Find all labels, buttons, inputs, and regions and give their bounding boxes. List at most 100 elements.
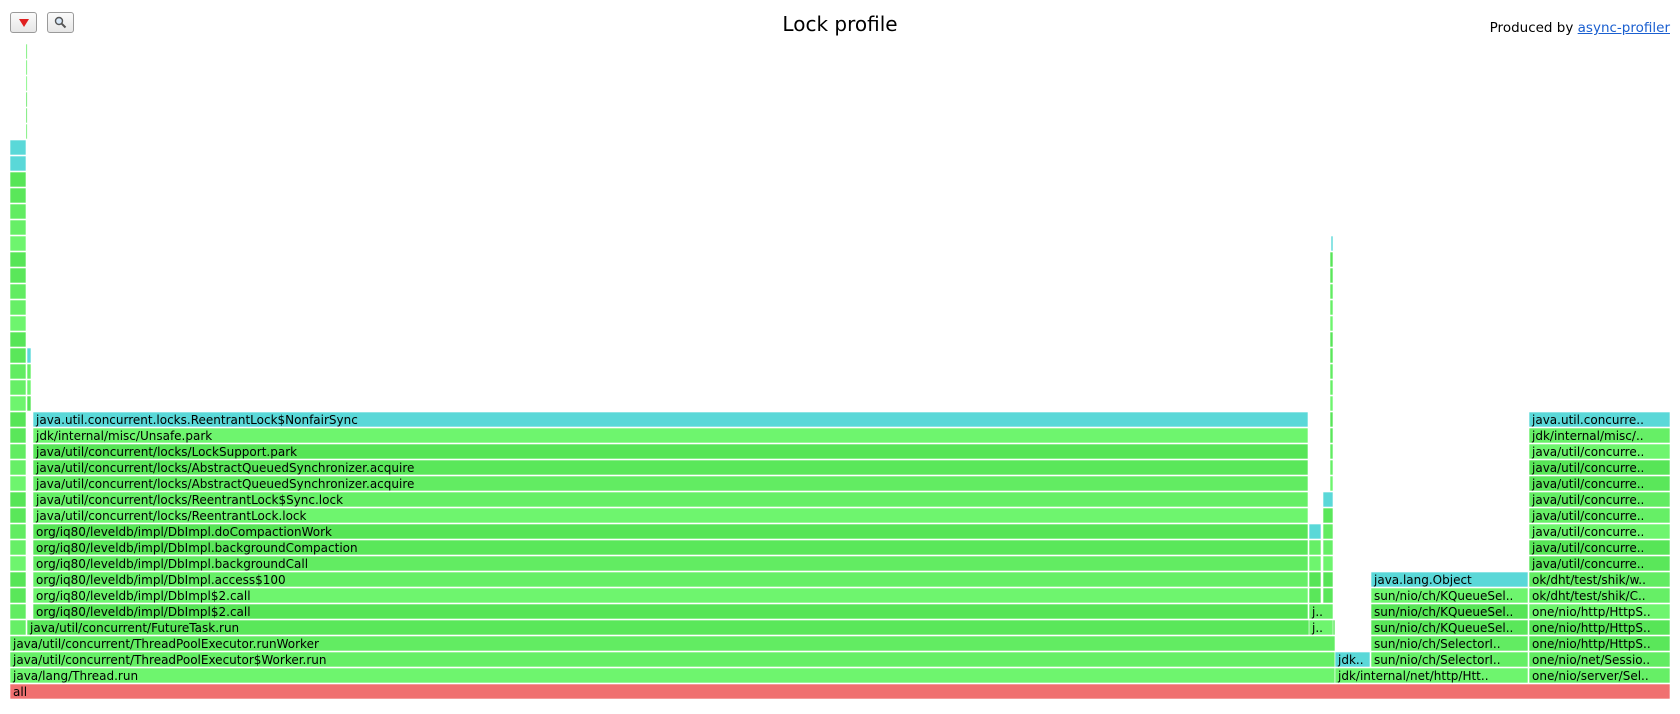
flame-frame-narrow[interactable] bbox=[1308, 555, 1322, 572]
flame-frame-narrow[interactable] bbox=[26, 347, 32, 364]
flame-frame-narrow[interactable] bbox=[25, 59, 28, 76]
flame-frame-narrow[interactable] bbox=[1322, 523, 1334, 540]
flame-frame[interactable]: j.. bbox=[1308, 619, 1334, 636]
flame-frame-narrow[interactable] bbox=[9, 587, 27, 604]
flame-frame-narrow[interactable] bbox=[9, 331, 27, 348]
flame-frame[interactable]: sun/nio/ch/SelectorI.. bbox=[1370, 635, 1529, 652]
flame-frame[interactable]: all bbox=[9, 683, 1671, 700]
search-button[interactable] bbox=[47, 12, 74, 33]
flame-frame-narrow[interactable] bbox=[1329, 347, 1334, 364]
flame-frame-narrow[interactable] bbox=[1322, 491, 1334, 508]
flame-frame[interactable]: sun/nio/ch/KQueueSel.. bbox=[1370, 619, 1529, 636]
flame-frame-narrow[interactable] bbox=[9, 443, 27, 460]
flame-frame-narrow[interactable] bbox=[25, 107, 28, 124]
flame-frame[interactable]: java/util/concurrent/locks/AbstractQueue… bbox=[32, 459, 1309, 476]
async-profiler-link[interactable]: async-profiler bbox=[1577, 20, 1670, 36]
flame-frame[interactable]: org/iq80/leveldb/impl/DbImpl.doCompactio… bbox=[32, 523, 1309, 540]
flame-frame[interactable]: org/iq80/leveldb/impl/DbImpl$2.call bbox=[32, 603, 1309, 620]
flame-frame[interactable]: one/nio/net/Sessio.. bbox=[1528, 651, 1671, 668]
flame-frame[interactable]: one/nio/http/HttpS.. bbox=[1528, 635, 1671, 652]
flame-frame[interactable]: java.lang.Object bbox=[1370, 571, 1529, 588]
flame-frame-narrow[interactable] bbox=[1329, 331, 1334, 348]
flame-frame[interactable]: org/iq80/leveldb/impl/DbImpl.backgroundC… bbox=[32, 539, 1309, 556]
flame-frame[interactable]: java/util/concurrent/ThreadPoolExecutor$… bbox=[9, 651, 1336, 668]
flame-frame[interactable]: java/util/concurre.. bbox=[1528, 475, 1671, 492]
flame-frame-narrow[interactable] bbox=[1329, 251, 1334, 268]
flame-frame-narrow[interactable] bbox=[1329, 363, 1334, 380]
flame-frame-narrow[interactable] bbox=[1329, 267, 1334, 284]
flame-frame[interactable]: jdk/internal/misc/.. bbox=[1528, 427, 1671, 444]
flame-frame[interactable]: java/util/concurre.. bbox=[1528, 443, 1671, 460]
flame-frame-narrow[interactable] bbox=[1329, 475, 1334, 492]
flame-frame-narrow[interactable] bbox=[1308, 571, 1322, 588]
flame-frame[interactable]: java/util/concurrent/locks/AbstractQueue… bbox=[32, 475, 1309, 492]
flame-frame-narrow[interactable] bbox=[9, 411, 27, 428]
flame-frame-narrow[interactable] bbox=[1329, 427, 1334, 444]
flame-frame[interactable]: java/util/concurrent/locks/ReentrantLock… bbox=[32, 507, 1309, 524]
flame-frame[interactable]: sun/nio/ch/KQueueSel.. bbox=[1370, 603, 1529, 620]
flame-frame[interactable]: java.util.concurre.. bbox=[1528, 411, 1671, 428]
flame-frame-narrow[interactable] bbox=[9, 571, 27, 588]
flame-frame[interactable]: java/util/concurre.. bbox=[1528, 555, 1671, 572]
flame-frame-narrow[interactable] bbox=[1329, 315, 1334, 332]
flame-frame-narrow[interactable] bbox=[9, 395, 27, 412]
flame-frame[interactable]: java/util/concurre.. bbox=[1528, 523, 1671, 540]
flame-frame[interactable]: ok/dht/test/shik/w.. bbox=[1528, 571, 1671, 588]
flame-frame[interactable]: jdk/internal/misc/Unsafe.park bbox=[32, 427, 1309, 444]
flame-frame-narrow[interactable] bbox=[9, 491, 27, 508]
flame-frame-narrow[interactable] bbox=[9, 363, 27, 380]
flame-frame[interactable]: org/iq80/leveldb/impl/DbImpl.access$100 bbox=[32, 571, 1309, 588]
flame-frame[interactable]: jdk.. bbox=[1334, 651, 1371, 668]
flame-frame[interactable]: org/iq80/leveldb/impl/DbImpl.backgroundC… bbox=[32, 555, 1309, 572]
flame-frame-narrow[interactable] bbox=[9, 539, 27, 556]
reverse-button[interactable] bbox=[10, 12, 37, 33]
flame-frame-narrow[interactable] bbox=[9, 507, 27, 524]
flame-frame-narrow[interactable] bbox=[26, 395, 32, 412]
flame-frame-narrow[interactable] bbox=[1308, 539, 1322, 556]
flame-frame-narrow[interactable] bbox=[9, 315, 27, 332]
flame-frame-narrow[interactable] bbox=[9, 459, 27, 476]
flame-frame[interactable]: sun/nio/ch/KQueueSel.. bbox=[1370, 587, 1529, 604]
flame-frame-narrow[interactable] bbox=[9, 347, 27, 364]
flame-frame[interactable]: java/util/concurrent/locks/LockSupport.p… bbox=[32, 443, 1309, 460]
flame-frame-narrow[interactable] bbox=[9, 203, 27, 220]
flame-frame[interactable]: java.util.concurrent.locks.ReentrantLock… bbox=[32, 411, 1309, 428]
flame-frame-narrow[interactable] bbox=[9, 603, 27, 620]
flame-frame[interactable]: java/util/concurrent/locks/ReentrantLock… bbox=[32, 491, 1309, 508]
flame-frame-narrow[interactable] bbox=[1329, 411, 1334, 428]
flame-frame[interactable]: java/util/concurrent/FutureTask.run bbox=[26, 619, 1336, 636]
flame-frame-narrow[interactable] bbox=[9, 379, 27, 396]
flame-frame[interactable]: org/iq80/leveldb/impl/DbImpl$2.call bbox=[32, 587, 1309, 604]
flame-frame[interactable]: java/util/concurre.. bbox=[1528, 459, 1671, 476]
flame-frame-narrow[interactable] bbox=[1308, 587, 1322, 604]
flame-frame[interactable]: jdk/internal/net/http/Htt.. bbox=[1334, 667, 1529, 684]
flame-frame[interactable]: one/nio/http/HttpS.. bbox=[1528, 603, 1671, 620]
flame-frame-narrow[interactable] bbox=[1322, 555, 1334, 572]
flame-frame-narrow[interactable] bbox=[1322, 539, 1334, 556]
flame-frame[interactable]: java/util/concurre.. bbox=[1528, 539, 1671, 556]
flame-frame-narrow[interactable] bbox=[25, 75, 28, 92]
flame-frame-narrow[interactable] bbox=[9, 427, 27, 444]
flame-frame-narrow[interactable] bbox=[9, 139, 27, 156]
flame-frame-narrow[interactable] bbox=[9, 235, 27, 252]
flame-frame-narrow[interactable] bbox=[9, 475, 27, 492]
flame-frame-narrow[interactable] bbox=[9, 187, 27, 204]
flame-frame-narrow[interactable] bbox=[9, 171, 27, 188]
flame-frame[interactable]: java/lang/Thread.run bbox=[9, 667, 1336, 684]
flame-frame[interactable]: java/util/concurrent/ThreadPoolExecutor.… bbox=[9, 635, 1336, 652]
flame-frame-narrow[interactable] bbox=[25, 123, 28, 140]
flame-frame[interactable]: one/nio/server/Sel.. bbox=[1528, 667, 1671, 684]
flame-frame-narrow[interactable] bbox=[9, 523, 27, 540]
flame-frame-narrow[interactable] bbox=[26, 379, 32, 396]
flame-frame[interactable]: java/util/concurre.. bbox=[1528, 491, 1671, 508]
flame-frame-narrow[interactable] bbox=[9, 155, 27, 172]
flame-frame-narrow[interactable] bbox=[9, 251, 27, 268]
flame-frame-narrow[interactable] bbox=[1322, 507, 1334, 524]
flame-frame-narrow[interactable] bbox=[25, 91, 28, 108]
flame-frame[interactable]: one/nio/http/HttpS.. bbox=[1528, 619, 1671, 636]
flame-frame-narrow[interactable] bbox=[9, 555, 27, 572]
flame-frame[interactable]: sun/nio/ch/SelectorI.. bbox=[1370, 651, 1529, 668]
flame-frame-narrow[interactable] bbox=[1308, 523, 1322, 540]
flame-frame-narrow[interactable] bbox=[1329, 379, 1334, 396]
flame-frame-narrow[interactable] bbox=[9, 219, 27, 236]
